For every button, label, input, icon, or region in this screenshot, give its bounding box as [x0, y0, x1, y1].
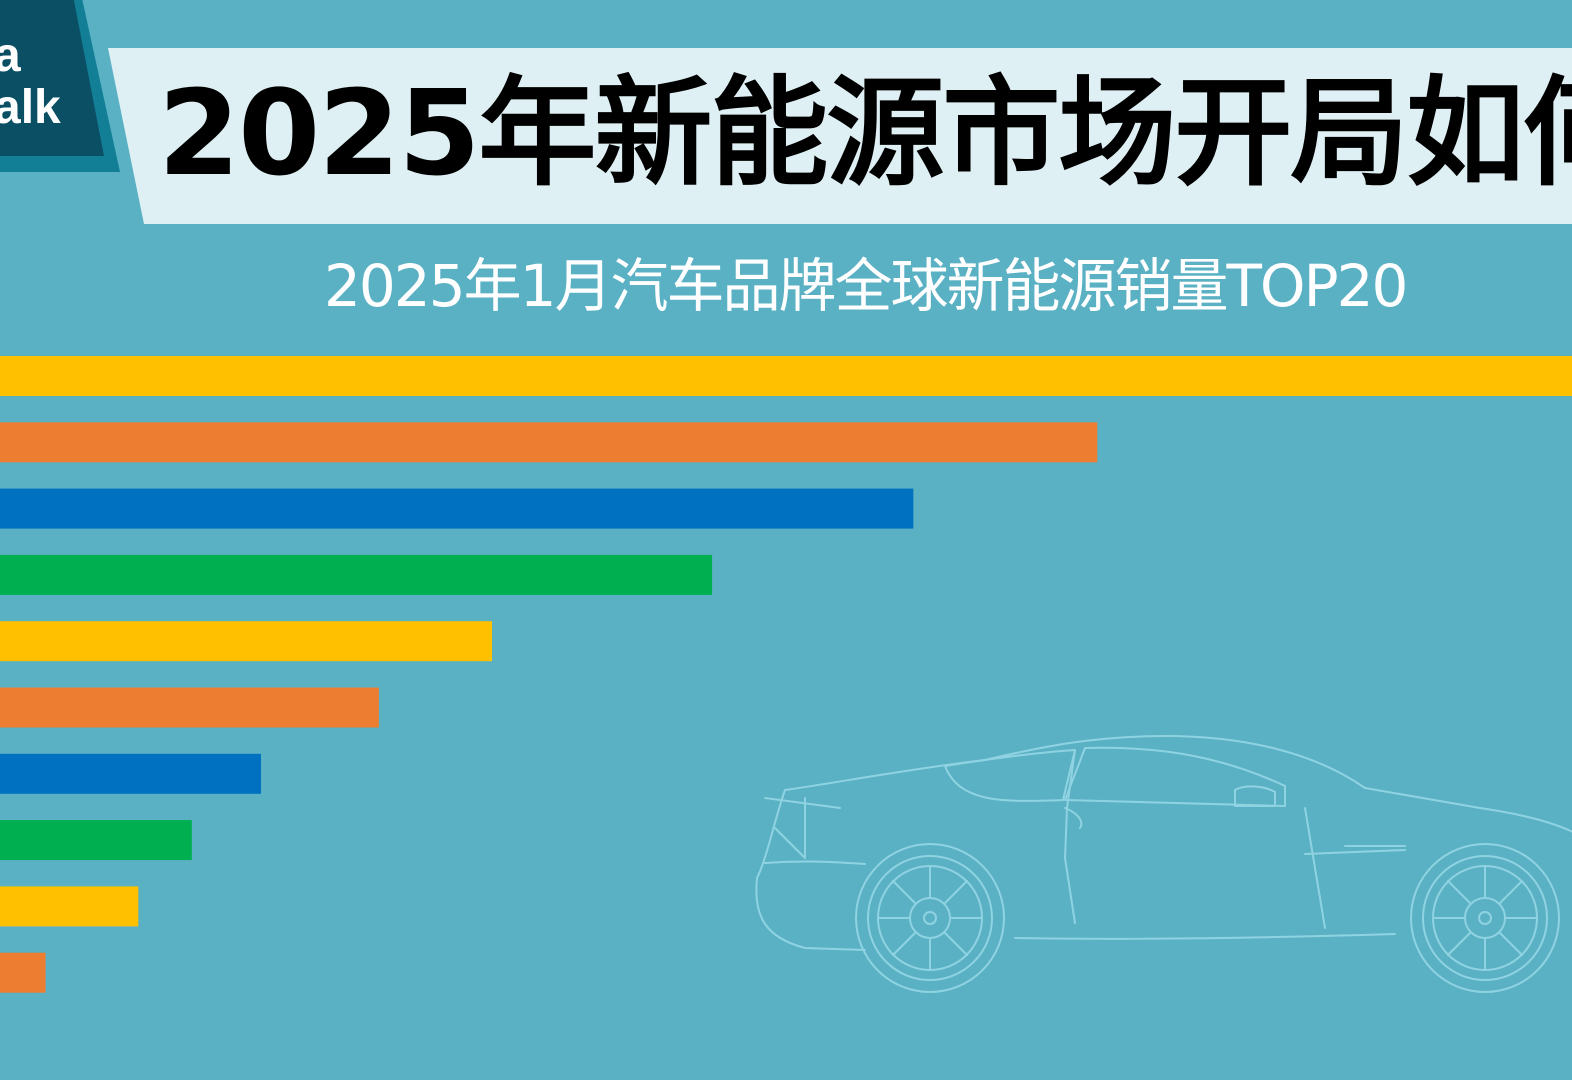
- bar-3: [0, 488, 914, 529]
- bar-5: [0, 621, 492, 662]
- chart-subtitle: 2025年1月汽车品牌全球新能源销量TOP20: [324, 252, 1408, 320]
- logo-text: a alk: [0, 29, 61, 134]
- bar-7: [0, 753, 261, 794]
- bar-9: [0, 886, 139, 927]
- bar-4: [0, 554, 713, 595]
- bar-8: [0, 820, 192, 861]
- title-band: [108, 48, 1572, 224]
- chart-title: 2025年新能源市场开局如何: [158, 64, 1572, 202]
- bar-6: [0, 687, 379, 728]
- bar-2: [0, 422, 1098, 463]
- logo-badge: [0, 0, 120, 172]
- bar-10: [0, 952, 46, 993]
- logo-badge-inner: [0, 0, 104, 156]
- car-outline-icon: [755, 735, 1572, 993]
- bar-1: [0, 356, 1572, 396]
